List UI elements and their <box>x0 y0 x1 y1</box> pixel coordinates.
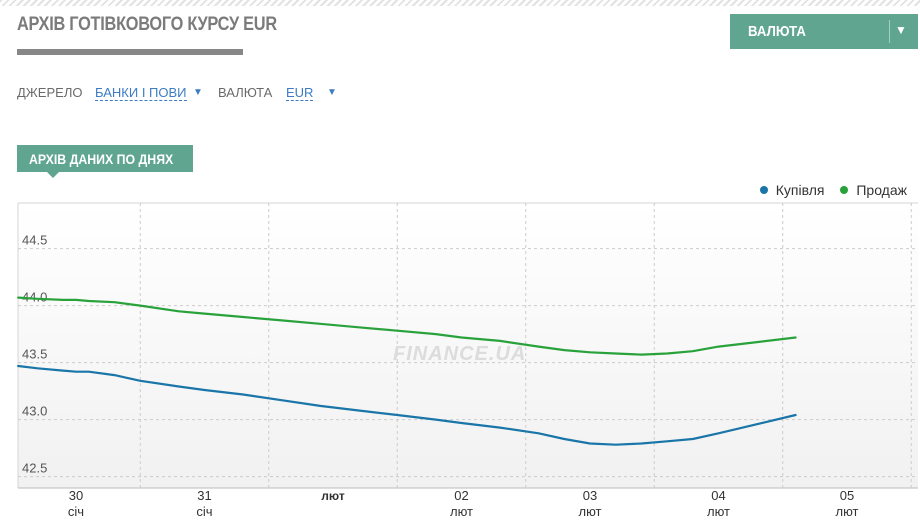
x-tick-day-label: лют <box>321 489 345 503</box>
y-tick-label: 43.0 <box>22 404 47 419</box>
x-tick-month-label: лют <box>450 504 473 519</box>
grid <box>17 202 918 489</box>
x-tick-month-label: січ <box>196 504 212 519</box>
legend-dot-buy <box>759 186 768 194</box>
y-tick-label: 44.5 <box>22 233 47 248</box>
y-tick-label: 43.5 <box>22 347 47 362</box>
legend-item-sell[interactable]: Продаж <box>840 182 907 198</box>
chevron-down-icon[interactable]: ▼ <box>895 23 907 37</box>
title-underline <box>17 49 243 55</box>
watermark-text: FINANCE.UA <box>393 343 526 365</box>
section-tab-daily-archive[interactable]: АРХІВ ДАНИХ ПО ДНЯХ <box>17 145 193 178</box>
x-tick-day-label: 04 <box>711 488 725 503</box>
series-line-buy <box>17 364 797 446</box>
series-line-sell <box>17 296 797 356</box>
legend-dot-sell <box>840 186 849 194</box>
x-tick-month-label: січ <box>68 504 84 519</box>
y-axis: 42.5 43.0 43.5 44.0 44.5 <box>22 233 47 476</box>
chart-legend: Купівля Продаж <box>748 181 907 198</box>
currency-label: ВАЛЮТА <box>218 85 273 100</box>
x-tick-day-label: 30 <box>69 488 83 503</box>
y-tick-label: 44.0 <box>22 290 47 305</box>
x-tick-day-label: 02 <box>454 488 468 503</box>
source-dropdown-arrow-icon[interactable]: ▼ <box>193 87 203 98</box>
y-tick-label: 42.5 <box>22 461 47 476</box>
legend-label-sell: Продаж <box>856 182 907 198</box>
x-tick-month-label: лют <box>707 504 730 519</box>
currency-button-separator <box>889 20 890 43</box>
currency-dropdown-arrow-icon[interactable]: ▼ <box>327 87 337 98</box>
page-title: АРХІВ ГОТІВКОВОГО КУРСУ EUR <box>17 14 277 35</box>
section-tab-pointer <box>47 172 59 178</box>
currency-button-label: ВАЛЮТА <box>748 23 806 40</box>
x-tick-day-label: 03 <box>583 488 597 503</box>
plot-background <box>18 203 918 488</box>
currency-dropdown-button[interactable]: ВАЛЮТА ▼ <box>730 14 918 49</box>
legend-label-buy: Купівля <box>775 182 825 198</box>
source-label: ДЖЕРЕЛО <box>17 85 83 100</box>
currency-select[interactable]: EUR <box>286 85 314 101</box>
x-tick-month-label: лют <box>835 504 858 519</box>
legend-item-buy[interactable]: Купівля <box>759 182 825 198</box>
source-select[interactable]: БАНКИ І ПОВИ <box>95 85 187 101</box>
series-lines <box>17 296 797 446</box>
x-tick-day-label: 05 <box>840 488 854 503</box>
section-tab-label: АРХІВ ДАНИХ ПО ДНЯХ <box>29 151 174 167</box>
x-tick-day-label: 31 <box>197 488 211 503</box>
x-tick-month-label: лют <box>578 504 601 519</box>
top-stripe <box>0 0 920 6</box>
